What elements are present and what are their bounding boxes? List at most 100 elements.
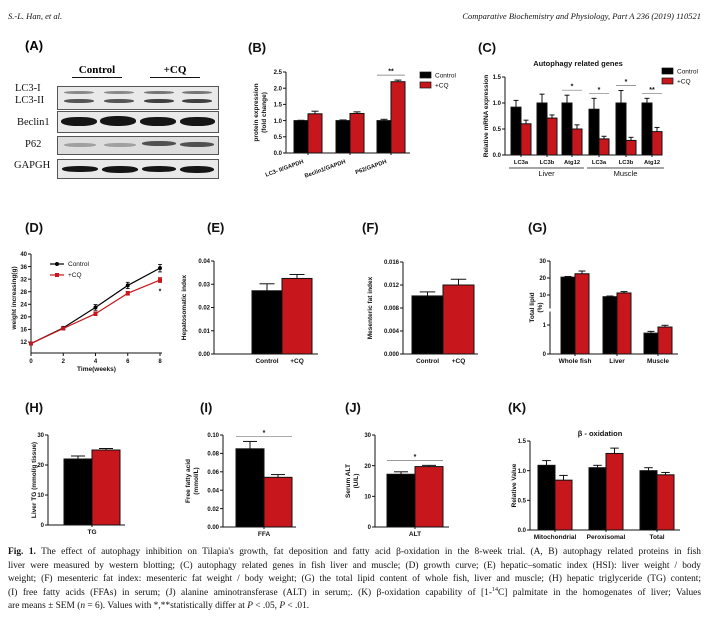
caption-text: are means ± SEM (: [8, 601, 81, 612]
y-tick-label: 20: [539, 276, 546, 282]
caption-text: P: [279, 601, 286, 612]
y-tick-label: 0.04: [198, 259, 210, 265]
y-tick-label: 10: [539, 293, 546, 299]
bar: [281, 277, 313, 355]
significance-marker: *: [159, 289, 162, 296]
y-tick-label: 1.5: [493, 75, 502, 81]
y-tick-label: 20: [364, 464, 371, 470]
bar: [546, 117, 558, 156]
bar: [442, 284, 475, 355]
x-tick-label: LC3b: [619, 160, 634, 166]
significance-marker: *: [625, 79, 628, 86]
y-tick-label: 1.0: [274, 119, 283, 125]
panel-label: (B): [248, 40, 266, 55]
y-tick-label: 0.02: [207, 507, 219, 513]
blot-p62: [57, 136, 219, 155]
significance-marker: *: [263, 430, 266, 437]
legend-label: Control: [68, 261, 90, 268]
x-tick-label: ALT: [409, 531, 421, 538]
y-tick-label: 0.008: [384, 306, 400, 312]
y-tick-label: 0.01: [198, 329, 210, 335]
bar: [588, 467, 607, 531]
bar: [571, 128, 583, 156]
y-tick-label: 24: [20, 302, 27, 308]
bar: [602, 296, 618, 355]
caption-text: < .01.: [285, 601, 310, 612]
panel-label: (K): [508, 400, 526, 415]
x-tick-label: Total: [649, 534, 664, 541]
significance-marker: **: [649, 87, 655, 94]
bar: [560, 276, 576, 355]
x-tick-label: LC3- II/GAPDH: [265, 159, 305, 178]
caption-text: P: [247, 601, 253, 612]
y-tick-label: 0.02: [198, 306, 210, 312]
y-axis-label: Serum ALT: [345, 464, 352, 498]
y-tick-label: 10: [37, 493, 44, 499]
x-tick-label: Mitochondrial: [534, 534, 577, 541]
legend-label: +CQ: [677, 79, 691, 86]
significance-marker: **: [388, 69, 394, 76]
y-tick-label: 1.5: [518, 439, 527, 445]
y-tick-label: 0.00: [207, 525, 219, 531]
x-tick-label: 8: [158, 359, 162, 365]
band-label: P62: [25, 139, 42, 150]
data-point: [61, 326, 66, 331]
y-tick-label: 0.06: [207, 470, 219, 476]
panel-label: (H): [25, 400, 43, 415]
y-tick-label: 0.012: [384, 283, 400, 289]
y-tick-label: 28: [20, 290, 27, 296]
legend-swatch: [419, 81, 432, 89]
y-tick-label: 30: [539, 259, 546, 265]
x-tick-label: Liver: [609, 358, 625, 365]
bar: [386, 473, 416, 528]
caption-text: The effect of autophagy inhibition on Ti…: [35, 547, 701, 557]
y-tick-label: 0.0: [274, 151, 283, 157]
y-axis-label: Liver TG (mmol/g tissue): [31, 442, 38, 518]
significance-marker: *: [571, 84, 574, 91]
y-tick-label: 16: [20, 328, 27, 334]
y-tick-label: 0.04: [207, 488, 219, 494]
y-tick-label: 40: [20, 252, 27, 258]
y-axis-label: Relative Value: [511, 463, 518, 507]
x-tick-label: +CQ: [290, 358, 304, 365]
figure-caption: Fig. 1. The effect of autophagy inhibiti…: [8, 546, 701, 614]
panel-label: (A): [25, 38, 44, 53]
bar: [641, 102, 653, 156]
x-tick-label: 4: [94, 359, 98, 365]
running-head-authors: S.-L. Han, et al.: [8, 11, 63, 21]
bar: [537, 464, 556, 531]
y-tick-label: 0.016: [384, 260, 400, 266]
y-tick-label: 0.03: [198, 282, 210, 288]
y-tick-label: 0.10: [207, 433, 219, 439]
bar: [510, 106, 522, 156]
y-tick-label: 30: [364, 433, 371, 439]
y-tick-label: 20: [37, 463, 44, 469]
y-tick-label: 0.5: [493, 127, 502, 133]
bar: [520, 123, 532, 156]
bar: [91, 449, 121, 526]
x-tick-label: LC3a: [514, 160, 529, 166]
data-point: [158, 266, 162, 271]
bar: [598, 138, 610, 156]
y-tick-label: 32: [20, 277, 27, 283]
x-tick-label: Control: [255, 358, 278, 365]
x-tick-label: Atg12: [644, 160, 660, 166]
band-label: LC3-I: [15, 83, 41, 94]
y-tick-label: 0.5: [518, 499, 527, 505]
panel-label: (E): [207, 220, 224, 235]
y-tick-label: 12: [20, 340, 27, 346]
panel-label: (J): [345, 400, 361, 415]
data-point: [125, 291, 130, 296]
caption-superscript: 14: [491, 586, 498, 593]
band-label: LC3-II: [15, 95, 45, 106]
caption-text: weight; (F) mesenteric fat index: mesent…: [8, 574, 701, 585]
legend-label: Control: [677, 69, 699, 76]
running-head-journal: Comparative Biochemistry and Physiology,…: [462, 11, 701, 21]
bar: [293, 120, 309, 154]
legend-label: +CQ: [68, 272, 82, 279]
band-label: GAPGH: [14, 160, 51, 171]
y-axis-label: protein expression: [253, 83, 260, 141]
data-point: [93, 305, 98, 310]
y-tick-label: 1.0: [493, 101, 502, 107]
